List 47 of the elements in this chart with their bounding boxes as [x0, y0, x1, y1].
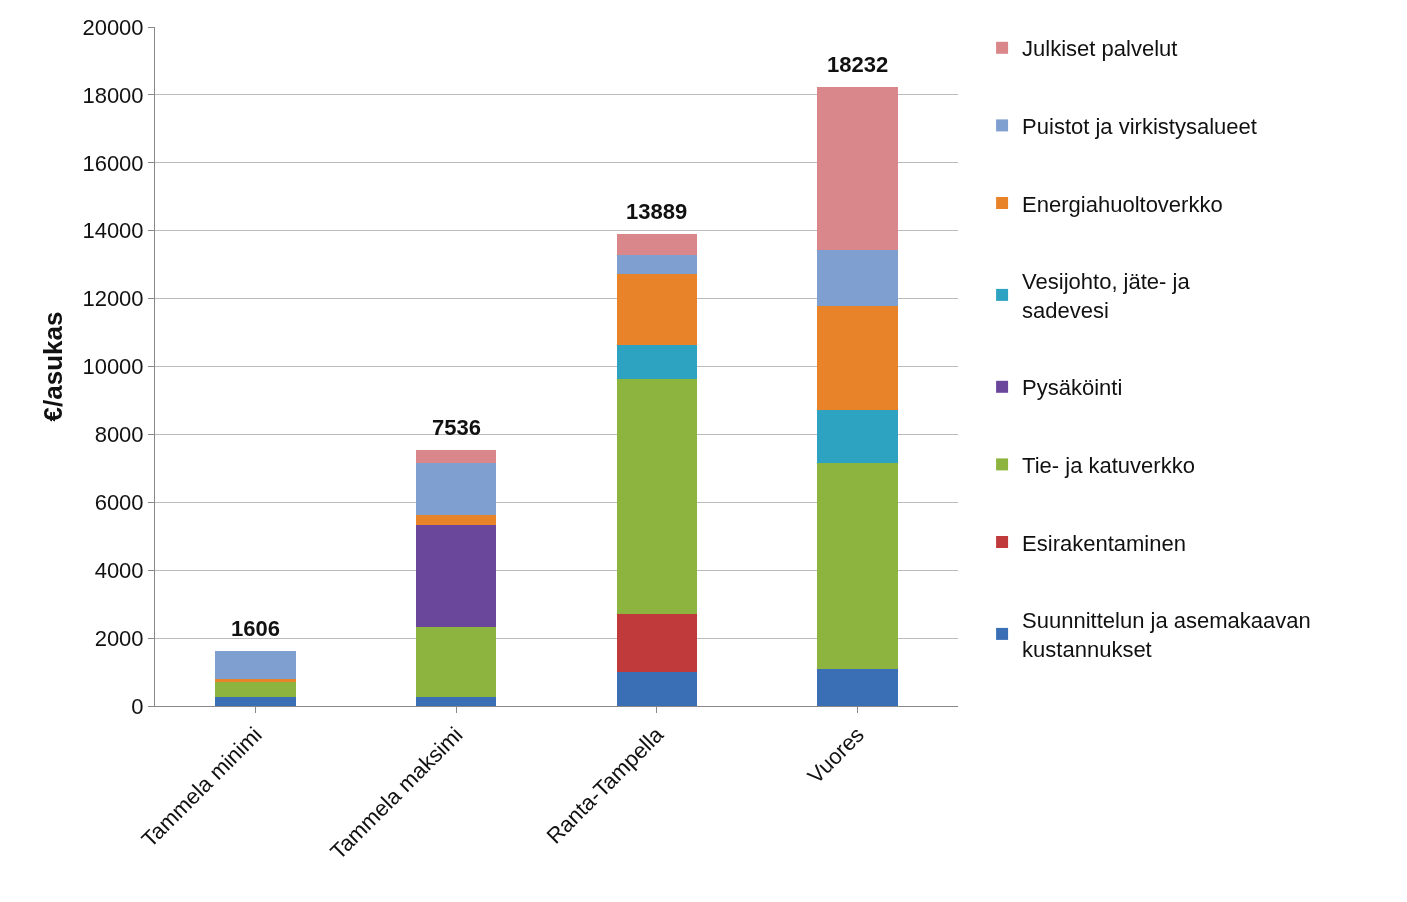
bar — [616, 255, 698, 274]
bar — [215, 651, 296, 679]
legend-label: Vesijohto, jäte- ja sadevesi — [1022, 269, 1191, 323]
y-tick-label: 6000 — [94, 490, 144, 515]
bar — [616, 379, 698, 615]
legend-label: Energiahuoltoverkko — [1022, 191, 1223, 217]
bar — [415, 627, 497, 697]
legend-label: Esirakentaminen — [1022, 530, 1186, 556]
y-tick-label: 20000 — [82, 14, 144, 40]
bar — [415, 463, 497, 515]
y-tick-label: 16000 — [82, 150, 144, 176]
bar — [817, 305, 898, 410]
bar — [817, 87, 898, 250]
y-tick-label: 0 — [131, 693, 144, 719]
bar — [616, 234, 698, 256]
bar — [415, 696, 497, 706]
legend-label: Pysäköinti — [1022, 375, 1123, 401]
y-tick-label: 14000 — [82, 218, 144, 244]
y-tick-label: 10000 — [82, 354, 144, 380]
bar — [817, 668, 898, 706]
bar — [616, 672, 698, 706]
total-label: 7536 — [432, 415, 481, 440]
bar — [817, 462, 898, 669]
y-axis-title: €/asukas — [37, 311, 68, 422]
bar — [616, 273, 698, 346]
bar — [215, 681, 296, 697]
bar — [415, 524, 497, 628]
legend-label: Julkiset palvelut — [1022, 36, 1178, 62]
legend-label: Suunnittelun ja asemakaavan kustannukset — [1022, 608, 1311, 662]
legend-label: Tie- ja katuverkko — [1022, 452, 1195, 478]
y-tick-label: 12000 — [82, 286, 144, 312]
legend-label: Puistot ja virkistysalueet — [1022, 113, 1257, 139]
y-tick-label: 4000 — [94, 557, 144, 583]
bar — [817, 409, 898, 463]
total-label: 13889 — [626, 199, 688, 224]
bar — [616, 345, 698, 380]
y-tick-label: 8000 — [94, 422, 144, 448]
y-tick-label: 18000 — [82, 82, 144, 108]
bar — [415, 514, 497, 525]
bar — [616, 614, 698, 673]
bar — [817, 249, 898, 306]
bar — [215, 696, 296, 706]
bar — [415, 450, 497, 464]
y-tick-label: 2000 — [94, 625, 144, 651]
bar — [215, 678, 296, 682]
total-label: 1606 — [231, 616, 280, 641]
total-label: 18232 — [827, 52, 889, 77]
